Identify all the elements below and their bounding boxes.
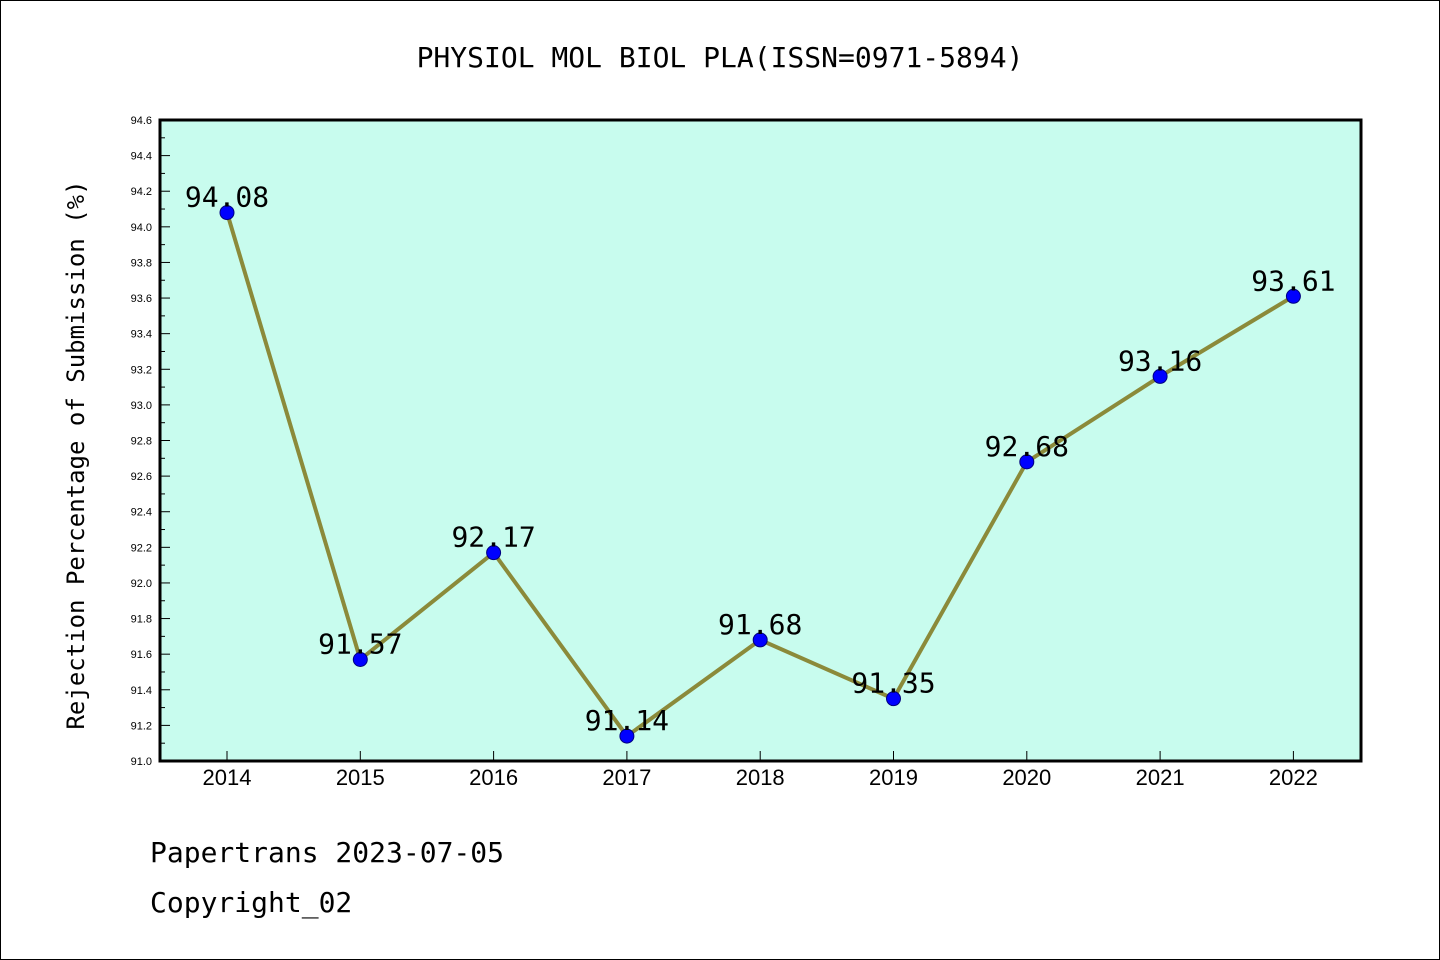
copyright-text: Copyright_02: [150, 886, 353, 919]
chart-title: PHYSIOL MOL BIOL PLA(ISSN=0971-5894): [417, 41, 1024, 74]
data-label: 92.68: [985, 430, 1069, 463]
x-tick-label: 2022: [1269, 765, 1318, 790]
y-axis-ticks: 91.0 91.2 91.4 91.6 91.8 92.0 92.2 92.4 92.6 92.8…: [131, 115, 170, 768]
y-tick-label: 91.8: [131, 614, 152, 626]
x-axis-ticks: 2014 2015 2016 2017 2018 2019 2020 2021 2022: [203, 751, 1318, 790]
y-tick-label: 94.4: [131, 151, 152, 163]
y-tick-label: 91.2: [131, 720, 152, 732]
x-tick-label: 2016: [469, 765, 518, 790]
data-label: 94.08: [185, 181, 269, 214]
y-tick-label: 93.8: [131, 257, 152, 269]
y-tick-label: 94.2: [131, 186, 152, 198]
data-point: [1019, 454, 1035, 470]
plot-area: [160, 120, 1361, 761]
credit-text: Papertrans 2023-07-05: [150, 836, 505, 869]
x-tick-label: 2017: [602, 765, 651, 790]
y-tick-label: 92.2: [131, 542, 152, 554]
y-tick-label: 94.0: [131, 222, 152, 234]
y-tick-label: 93.4: [131, 329, 152, 341]
data-point: [619, 728, 635, 744]
data-labels: 94.08 91.57 92.17 91.14 91.68 91.35 92.68 93.16…: [185, 181, 1336, 737]
data-label: 93.61: [1251, 264, 1335, 297]
data-point: [352, 652, 368, 668]
data-point: [1285, 288, 1301, 304]
x-tick-label: 2019: [869, 765, 918, 790]
y-tick-label: 93.2: [131, 364, 152, 376]
data-label: 91.35: [851, 667, 935, 700]
x-tick-label: 2014: [203, 765, 252, 790]
y-tick-label: 91.4: [131, 685, 152, 697]
y-tick-label: 92.6: [131, 471, 152, 483]
data-label: 91.14: [585, 704, 669, 737]
y-tick-label: 92.4: [131, 507, 152, 519]
y-tick-label: 92.0: [131, 578, 152, 590]
plot-border: [158, 118, 1363, 763]
data-point: [486, 545, 502, 561]
data-point: [219, 205, 235, 221]
data-point: [752, 632, 768, 648]
series-layer: [219, 205, 1301, 744]
x-tick-label: 2021: [1136, 765, 1185, 790]
y-tick-label: 94.6: [131, 115, 152, 127]
data-label: 91.68: [718, 608, 802, 641]
data-point: [886, 691, 901, 707]
x-tick-label: 2018: [736, 765, 785, 790]
data-label: 91.57: [318, 628, 402, 661]
data-label: 92.17: [451, 521, 535, 554]
y-tick-label: 92.8: [131, 436, 152, 448]
x-tick-label: 2020: [1002, 765, 1051, 790]
y-axis-label: Rejection Percentage of Submission (%): [62, 180, 90, 729]
y-tick-label: 91.6: [131, 649, 152, 661]
y-tick-label: 93.6: [131, 293, 152, 305]
x-tick-label: 2015: [336, 765, 385, 790]
data-point: [1152, 368, 1168, 384]
y-tick-label: 93.0: [131, 400, 152, 412]
y-tick-label: 91.0: [131, 756, 152, 768]
data-label: 93.16: [1118, 344, 1202, 377]
